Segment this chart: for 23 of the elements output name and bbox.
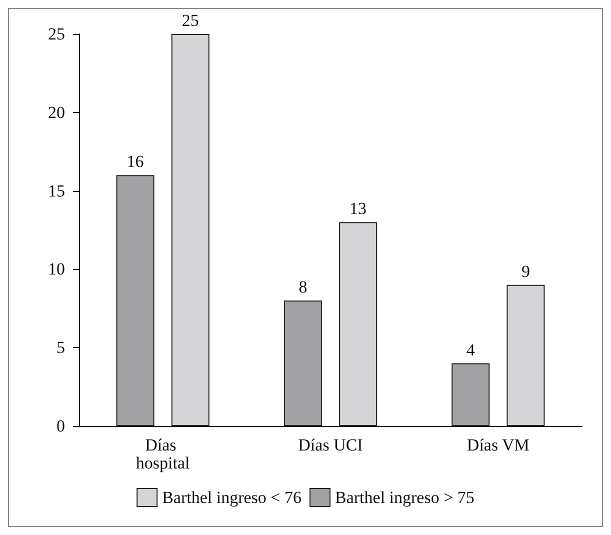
data-label: 16 <box>126 152 144 172</box>
data-label: 8 <box>298 278 308 297</box>
bar <box>339 222 378 426</box>
y-tick-label: 5 <box>56 338 65 358</box>
bar <box>116 175 154 426</box>
bar <box>284 300 322 426</box>
data-label: 25 <box>182 11 199 30</box>
y-tick-label: 10 <box>48 260 65 279</box>
legend-label: Barthel ingreso > 75 <box>335 488 474 507</box>
data-label: 4 <box>466 340 476 360</box>
y-tick-label: 25 <box>48 24 65 44</box>
legend-label: Barthel ingreso < 76 <box>162 488 302 507</box>
y-tick-label: 20 <box>48 102 65 122</box>
y-tick-label: 15 <box>48 181 65 200</box>
data-label: 13 <box>350 199 367 218</box>
bar <box>506 284 545 426</box>
x-tick-label: Días UCI <box>298 436 364 454</box>
bar <box>452 363 490 426</box>
data-label: 9 <box>521 262 530 281</box>
x-tick-label: Días hospital <box>136 436 190 472</box>
x-tick-label: Días VM <box>466 436 530 454</box>
y-tick-label: 0 <box>56 416 65 436</box>
bar <box>171 34 210 426</box>
